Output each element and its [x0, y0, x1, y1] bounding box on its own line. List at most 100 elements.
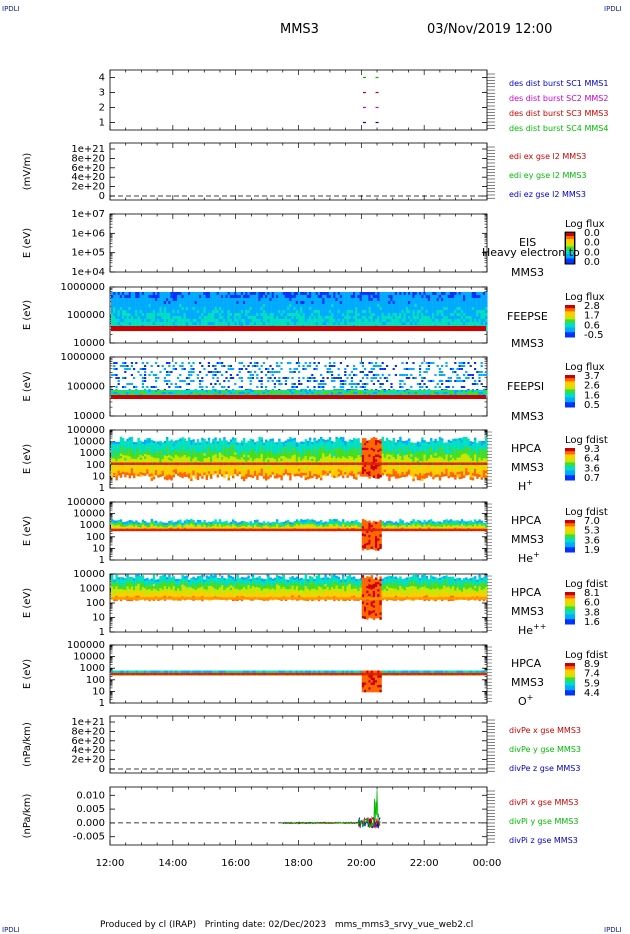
spectrogram-cell — [130, 439, 134, 442]
spectrogram-cell — [128, 468, 131, 472]
spectrogram-cell — [353, 307, 356, 311]
spectrogram-cell — [383, 390, 387, 393]
spectrogram-cell — [232, 392, 235, 395]
spectrogram-cell — [234, 322, 237, 326]
colorbar-tick-label: 2.8 — [584, 301, 600, 312]
spectrogram-cell — [128, 319, 131, 323]
spectrogram-cell — [238, 322, 241, 326]
spectrogram-cell — [414, 313, 417, 317]
spectrogram-cell — [168, 445, 171, 449]
spectrogram-cell — [122, 316, 125, 320]
spectrogram-cell — [223, 310, 226, 314]
spectrogram-cell — [273, 304, 277, 308]
spectrogram-cell — [441, 319, 444, 323]
spectrogram-cell — [192, 456, 195, 459]
spectrogram-cell — [135, 392, 138, 395]
spectrogram-cell — [480, 319, 483, 323]
spectrogram-cell — [205, 450, 208, 454]
spectrogram-cell — [122, 390, 125, 393]
spectrogram-cell — [144, 473, 147, 476]
spectrogram-cell — [390, 292, 393, 296]
spectrogram-cell — [485, 374, 488, 376]
spectrogram-cell — [260, 365, 263, 367]
spectrogram-cell — [414, 316, 417, 320]
spectrogram-cell — [383, 307, 387, 311]
spectrogram-cell — [203, 304, 206, 308]
spectrogram-cell — [122, 459, 125, 463]
spectrogram-cell — [370, 377, 373, 379]
spectrogram-cell — [295, 307, 299, 311]
spectrogram-cell — [339, 307, 343, 311]
spectrogram-cell — [251, 304, 255, 308]
spectrogram-cell — [412, 377, 415, 379]
spectrogram-cell — [388, 295, 391, 299]
spectrogram-cell — [247, 304, 250, 308]
colorbar-cell — [565, 308, 575, 311]
spectrogram-cell — [346, 316, 349, 320]
spectrogram-cell — [216, 448, 219, 452]
spectrogram-cell — [188, 475, 191, 479]
spectrogram-cell — [179, 467, 182, 470]
spectrogram-cell — [216, 295, 219, 299]
spectrogram-cell — [148, 466, 151, 470]
spectrogram-cell — [480, 383, 483, 385]
spectrogram-cell — [478, 295, 481, 299]
spectrogram-cell — [337, 313, 340, 317]
spectrogram-cell — [361, 365, 364, 367]
spectrogram-cell — [185, 445, 189, 449]
spectrogram-cell — [201, 459, 204, 462]
spectrogram-cell — [155, 448, 158, 452]
spectrogram-band — [192, 462, 195, 465]
spectrogram-cell — [482, 374, 485, 376]
spectrogram-cell — [375, 310, 378, 314]
spectrogram-cell — [392, 316, 395, 320]
spectrogram-cell — [254, 298, 257, 302]
spectrogram-cell — [469, 316, 472, 320]
spectrogram-cell — [225, 316, 228, 320]
spectrogram-cell — [223, 386, 226, 388]
colorbar-cell — [566, 261, 574, 264]
spectrogram-cell — [196, 377, 199, 379]
spectrogram-cell — [155, 319, 158, 323]
spectrogram-cell — [309, 301, 312, 305]
spectrogram-cell — [245, 319, 248, 323]
spectrogram-cell — [460, 310, 464, 314]
spectrogram-cell — [361, 392, 365, 395]
spectrogram-cell — [232, 377, 235, 379]
spectrogram-cell — [177, 319, 180, 323]
spectrogram-cell — [339, 319, 343, 323]
spectrogram-cell — [130, 383, 133, 385]
spectrogram-cell — [355, 383, 358, 385]
spectrogram-cell — [166, 458, 169, 462]
spectrogram-cell — [276, 307, 279, 311]
spectrogram-cell — [146, 447, 149, 451]
spectrogram-cell — [324, 301, 327, 305]
spectrogram-cell — [271, 301, 274, 305]
spectrogram-cell — [423, 298, 426, 302]
spectrogram-cell — [425, 386, 428, 388]
spectrogram-cell — [124, 295, 127, 299]
spectrogram-cell — [177, 444, 180, 448]
spectrogram-cell — [135, 310, 138, 314]
spectrogram-cell — [144, 365, 147, 367]
spectrogram-cell — [163, 472, 167, 475]
spectrogram-cell — [452, 392, 455, 395]
spectrogram-cell — [119, 392, 123, 395]
spectrogram-cell — [344, 304, 347, 308]
spectrogram-cell — [474, 313, 477, 317]
spectrogram-cell — [155, 292, 158, 296]
spectrogram-cell — [368, 316, 371, 320]
spectrogram-cell — [379, 295, 382, 299]
spectrogram-cell — [350, 380, 353, 382]
spectrogram-cell — [482, 392, 486, 395]
spectrogram-band — [183, 462, 186, 465]
spectrogram-cell — [133, 454, 136, 457]
spectrogram-cell — [452, 292, 455, 296]
spectrogram-cell — [447, 310, 450, 314]
spectrogram-cell — [271, 322, 274, 326]
spectrogram-cell — [251, 310, 255, 314]
spectrogram-cell — [144, 456, 147, 460]
spectrogram-cell — [306, 390, 310, 393]
spectrogram-cell — [320, 310, 323, 314]
spectrogram-cell — [139, 316, 142, 320]
